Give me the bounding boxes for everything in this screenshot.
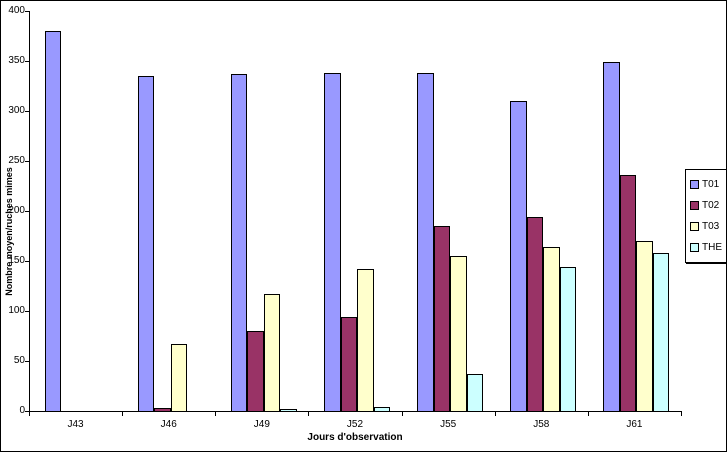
x-tick-mark <box>401 412 403 416</box>
bar-T01-J55 <box>417 73 434 411</box>
x-tick-mark <box>122 412 124 416</box>
x-tick-mark <box>587 412 589 416</box>
x-category-label: J46 <box>160 419 177 430</box>
bar-T02-J46 <box>154 408 171 411</box>
y-tick-label: 300 <box>8 105 25 116</box>
legend-label-T01: T01 <box>702 179 720 190</box>
bar-T03-J58 <box>543 247 560 411</box>
bar-T01-J49 <box>230 74 248 411</box>
bar-THE-J52 <box>373 407 390 411</box>
x-tick-mark <box>308 412 310 416</box>
legend-label-T03: T03 <box>702 221 720 232</box>
x-category-label: J52 <box>346 419 364 430</box>
x-axis-line <box>29 411 682 412</box>
legend-swatch-T02 <box>690 201 699 210</box>
bar-T01-J43 <box>44 31 62 411</box>
y-axis-line <box>29 11 30 412</box>
y-tick-label: 150 <box>8 255 25 266</box>
bar-T02-J52 <box>340 317 357 411</box>
bar-T01-J52 <box>324 73 341 411</box>
bar-T01-J58 <box>510 101 527 411</box>
y-tick-mark <box>25 361 29 362</box>
legend-item-T02: T02 <box>690 195 726 216</box>
y-tick-mark <box>25 211 29 212</box>
y-tick-mark <box>25 111 29 112</box>
y-tick-label: 400 <box>8 5 25 16</box>
bar-T02-J58 <box>526 217 544 411</box>
y-tick-label: 100 <box>8 305 25 316</box>
x-category-label: J49 <box>253 419 270 430</box>
bar-THE-J55 <box>466 374 484 411</box>
y-tick-label: 250 <box>8 155 25 166</box>
x-axis-title: Jours d'observation <box>307 432 403 443</box>
y-tick-label: 350 <box>8 55 25 66</box>
x-tick-mark <box>29 412 30 416</box>
legend-item-T01: T01 <box>690 174 726 195</box>
x-tick-mark <box>215 412 217 416</box>
y-axis-title: Nombre moyen/ruches mimes <box>4 167 14 296</box>
bar-T02-J61 <box>619 175 637 411</box>
bar-T03-J61 <box>636 241 653 411</box>
bar-THE-J58 <box>559 267 577 411</box>
y-tick-mark <box>25 261 29 262</box>
y-tick-mark <box>25 311 29 312</box>
legend-item-THE: THE <box>690 237 726 258</box>
legend-label-THE: THE <box>702 242 722 253</box>
bar-THE-J61 <box>652 253 670 411</box>
bar-T03-J49 <box>263 294 281 411</box>
y-tick-mark <box>25 411 29 412</box>
bar-T03-J55 <box>450 256 467 411</box>
y-tick-label: 50 <box>13 355 25 366</box>
legend-swatch-T03 <box>690 222 699 231</box>
x-category-label: J58 <box>533 419 550 430</box>
y-tick-label: 0 <box>19 405 25 416</box>
x-category-label: J55 <box>440 419 457 430</box>
legend: T01 T02 T03 THE <box>685 169 726 263</box>
y-tick-label: 200 <box>8 205 25 216</box>
x-tick-mark <box>681 412 682 416</box>
x-tick-mark <box>494 412 496 416</box>
y-tick-mark <box>25 11 29 12</box>
x-category-label: J43 <box>67 419 84 430</box>
legend-swatch-T01 <box>690 180 699 189</box>
y-tick-mark <box>25 61 29 62</box>
legend-swatch-THE <box>690 243 699 252</box>
bar-T02-J55 <box>433 226 451 411</box>
bar-T02-J49 <box>247 331 264 411</box>
x-category-label: J61 <box>626 419 643 430</box>
legend-label-T02: T02 <box>702 200 720 211</box>
bar-THE-J49 <box>280 409 297 411</box>
y-tick-mark <box>25 161 29 162</box>
bar-T03-J52 <box>357 269 374 411</box>
bar-T01-J61 <box>603 62 620 411</box>
bar-T03-J46 <box>170 344 188 411</box>
bar-T01-J46 <box>137 76 155 411</box>
legend-item-T03: T03 <box>690 216 726 237</box>
